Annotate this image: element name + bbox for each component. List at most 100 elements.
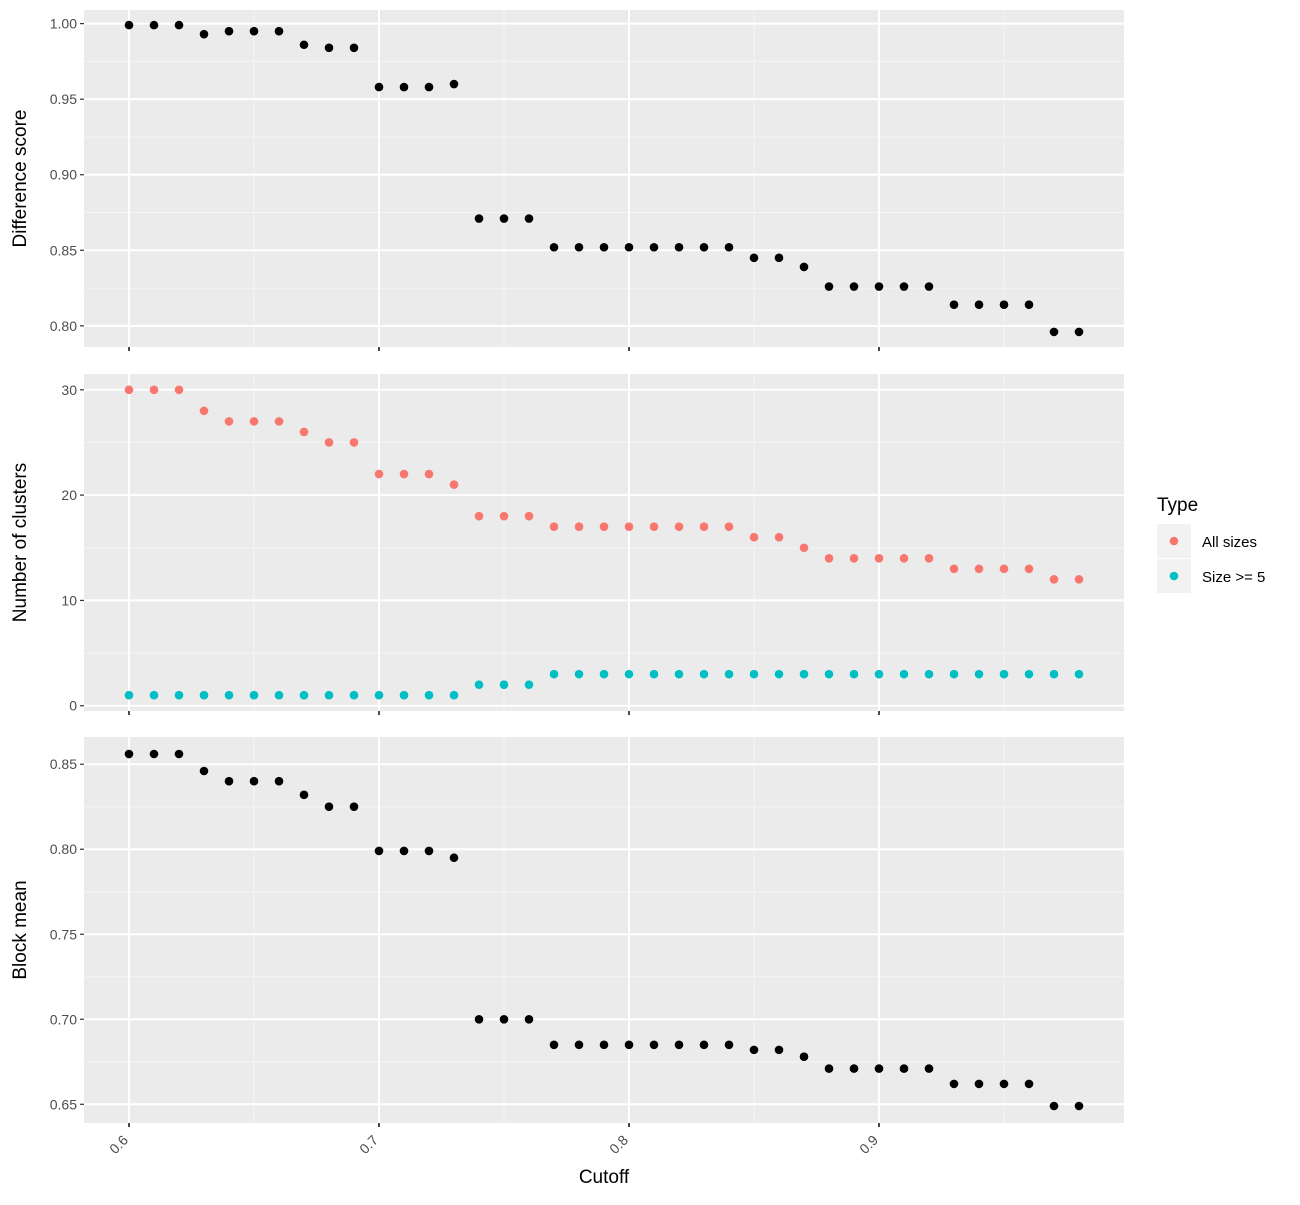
data-point: [899, 1064, 909, 1073]
data-point: [874, 282, 884, 291]
data-point: [999, 669, 1009, 679]
data-point: [199, 690, 209, 700]
data-point: [499, 680, 509, 689]
data-point: [349, 43, 359, 53]
data-point: [624, 669, 634, 679]
data-point: [549, 1040, 559, 1050]
data-point: [724, 242, 734, 252]
data-point: [649, 522, 659, 532]
data-point: [949, 669, 959, 679]
data-point: [624, 1040, 634, 1050]
data-point: [124, 749, 134, 759]
data-point: [174, 690, 184, 700]
data-point: [999, 1079, 1009, 1089]
y-tick-label: 0: [69, 698, 77, 714]
data-point: [474, 511, 484, 521]
data-point: [224, 776, 234, 786]
data-point: [949, 1079, 959, 1089]
data-point: [174, 385, 184, 395]
data-point: [1024, 669, 1034, 679]
legend: Type All sizes Size >= 5: [1157, 495, 1265, 593]
data-point: [1074, 327, 1084, 337]
data-point: [274, 417, 284, 426]
data-point: [974, 1079, 984, 1089]
legend-label: All sizes: [1202, 534, 1257, 551]
data-point: [649, 1040, 659, 1050]
y-tick-label: 0.80: [50, 318, 77, 334]
y-tick-label: 10: [61, 592, 77, 608]
data-point: [624, 522, 634, 532]
data-point: [599, 522, 609, 532]
data-point: [224, 26, 234, 36]
data-point: [1049, 327, 1059, 337]
legend-label: Size >= 5: [1202, 569, 1265, 586]
data-point: [674, 669, 684, 679]
data-point: [124, 385, 134, 395]
panel-background: [84, 10, 1124, 347]
panel-background: [84, 374, 1124, 711]
data-point: [699, 242, 709, 252]
data-point: [724, 522, 734, 532]
y-tick-label: 20: [61, 487, 77, 503]
data-point: [849, 553, 859, 563]
data-point: [774, 1045, 784, 1055]
data-point: [824, 669, 834, 679]
data-point: [799, 543, 809, 553]
data-point: [449, 690, 459, 700]
data-point: [624, 242, 634, 252]
data-point: [849, 1064, 859, 1073]
data-point: [674, 242, 684, 252]
data-point: [924, 553, 934, 563]
data-point: [449, 480, 459, 489]
data-point: [724, 1040, 734, 1050]
data-point: [924, 282, 934, 291]
x-axis-title: Cutoff: [579, 1167, 630, 1188]
data-point: [1049, 669, 1059, 679]
data-point: [324, 802, 334, 812]
data-point: [449, 853, 459, 863]
data-point: [349, 690, 359, 700]
data-point: [599, 242, 609, 252]
data-point: [549, 242, 559, 252]
y-axis-title: Difference score: [10, 110, 31, 248]
data-point: [749, 253, 759, 263]
data-point: [999, 300, 1009, 309]
data-point: [224, 690, 234, 700]
data-point: [349, 802, 359, 812]
data-point: [1074, 1101, 1084, 1111]
data-point: [249, 26, 259, 36]
data-point: [349, 438, 359, 447]
data-point: [474, 680, 484, 689]
data-point: [374, 469, 384, 479]
data-point: [974, 300, 984, 309]
data-point: [249, 776, 259, 786]
panel-1: 0.80 0.85 0.90 0.95 1.00 Difference score: [10, 10, 1124, 351]
data-point: [299, 790, 309, 800]
data-point: [649, 242, 659, 252]
data-point: [899, 669, 909, 679]
data-point: [424, 846, 434, 856]
data-point: [749, 669, 759, 679]
data-point: [324, 690, 334, 700]
data-point: [499, 1014, 509, 1024]
data-point: [924, 669, 934, 679]
y-tick-label: 0.90: [50, 167, 77, 183]
data-point: [399, 82, 409, 92]
data-point: [424, 469, 434, 479]
data-point: [749, 532, 759, 542]
data-point: [124, 690, 134, 700]
data-point: [599, 1040, 609, 1050]
data-point: [199, 766, 209, 776]
legend-marker: [1169, 536, 1179, 546]
data-point: [874, 553, 884, 563]
data-point: [699, 522, 709, 532]
data-point: [674, 1040, 684, 1050]
data-point: [799, 262, 809, 272]
data-point: [274, 690, 284, 700]
data-point: [524, 214, 534, 223]
data-point: [299, 690, 309, 700]
data-point: [599, 669, 609, 679]
data-point: [174, 20, 184, 30]
data-point: [899, 282, 909, 291]
data-point: [424, 690, 434, 700]
